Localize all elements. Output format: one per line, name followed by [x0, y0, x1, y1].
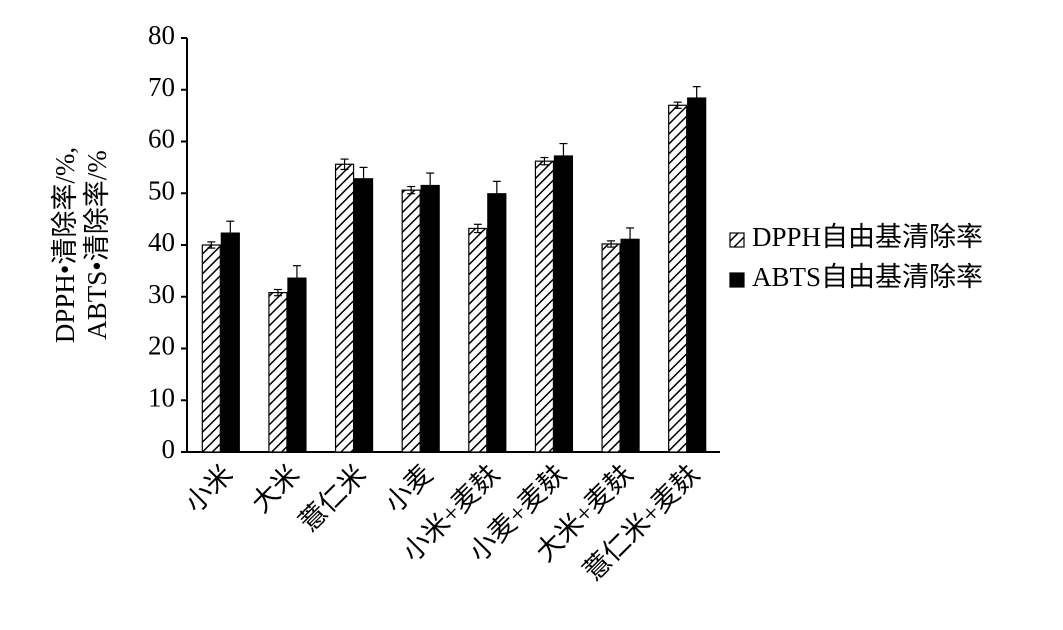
error-bar: [559, 142, 568, 170]
error-bar: [426, 172, 435, 199]
error-bar: [607, 240, 616, 248]
bar: [620, 238, 640, 453]
error-bar: [226, 220, 235, 246]
bar: [487, 193, 507, 453]
y-tick-label: 60: [148, 124, 175, 154]
y-tick-label: 0: [162, 434, 176, 464]
bar: [353, 178, 374, 453]
x-tick-label: 小米: [179, 459, 238, 518]
error-bar: [407, 185, 416, 195]
error-bar: [292, 265, 301, 292]
y-tick-label: 10: [148, 382, 175, 412]
error-bar: [207, 241, 216, 249]
error-bar: [359, 166, 368, 191]
bar: [687, 97, 707, 453]
error-bar: [692, 86, 701, 111]
bar: [201, 244, 221, 453]
legend-swatch: [729, 272, 745, 288]
y-tick-label: 80: [148, 20, 175, 50]
error-bar: [540, 156, 549, 166]
legend-label: ABTS自由基清除率: [752, 262, 983, 292]
x-tick-label: 小麦: [379, 459, 438, 518]
bar: [401, 189, 421, 453]
y-tick-label: 20: [148, 331, 175, 361]
error-bar: [273, 288, 282, 297]
bar: [668, 104, 688, 453]
error-bar: [340, 158, 349, 171]
y-axis-label: DPPH•清除率/%, ABTS•清除率/%: [50, 147, 112, 343]
y-tick-label: 30: [148, 279, 175, 309]
error-bar: [473, 223, 482, 234]
x-tick-label: 薏仁米: [293, 459, 371, 537]
y-axis-label-line: ABTS•清除率/%: [82, 150, 112, 339]
legend-label: DPPH自由基清除率: [752, 222, 983, 252]
bar: [468, 227, 488, 453]
bar: [601, 243, 621, 453]
bar: [420, 184, 440, 453]
bar: [287, 277, 307, 453]
y-axis-label-line: DPPH•清除率/%,: [50, 147, 80, 343]
x-tick-label: 大米: [246, 459, 305, 518]
y-tick-label: 70: [148, 72, 175, 102]
error-bar: [492, 180, 501, 207]
bar: [220, 232, 240, 453]
bar: [534, 160, 555, 453]
y-tick-label: 50: [148, 175, 175, 205]
y-tick-label: 40: [148, 227, 175, 257]
bar: [268, 292, 288, 453]
bar: [553, 155, 574, 453]
bar: [334, 163, 355, 453]
error-bar: [673, 101, 682, 109]
legend-swatch: [729, 232, 745, 248]
error-bar: [626, 227, 635, 252]
